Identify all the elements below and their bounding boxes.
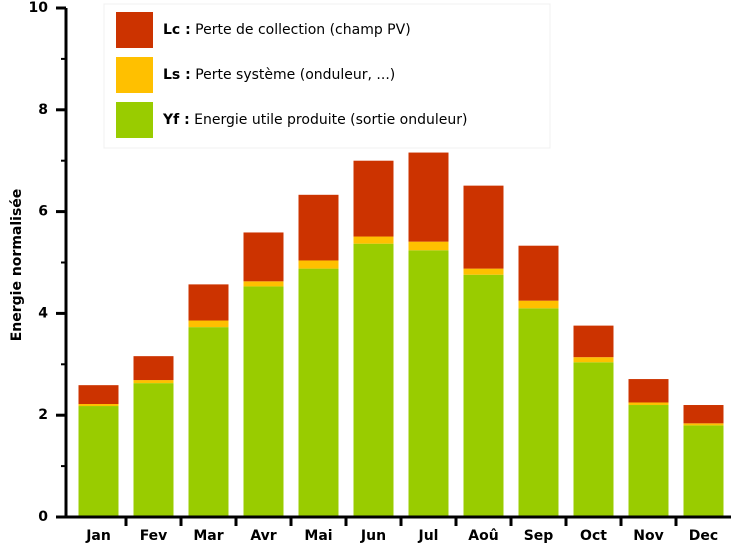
y-tick-label: 0 [38, 509, 48, 525]
bar-segment [408, 250, 449, 517]
bar-segment [133, 383, 174, 517]
bar-segment [628, 402, 669, 406]
bar-segment [298, 260, 339, 269]
x-tick-label: Mai [304, 528, 332, 544]
bar-segment [243, 232, 284, 282]
x-tick-label: Nov [633, 528, 663, 544]
bar-segment [188, 284, 229, 321]
x-tick-label: Mar [193, 528, 223, 544]
bar-segment [463, 268, 504, 275]
bar-segment [353, 236, 394, 244]
bar-segment [463, 185, 504, 269]
y-tick-label: 8 [38, 102, 48, 118]
bar-segment [518, 245, 559, 301]
bar-segment [683, 423, 724, 426]
bar-segment [628, 405, 669, 517]
bar-segment [683, 425, 724, 517]
bar-segment [573, 357, 614, 363]
legend-label: Ls : Perte système (onduleur, ...) [163, 67, 395, 83]
bar-segment [133, 356, 174, 381]
y-axis-label: Energie normalisée [9, 189, 25, 342]
bar-segment [518, 308, 559, 517]
legend-label: Yf : Energie utile produite (sortie ondu… [162, 112, 467, 128]
bar-segment [408, 241, 449, 251]
bar-segment [353, 243, 394, 518]
x-tick-label: Fev [140, 528, 168, 544]
x-tick-label: Dec [689, 528, 718, 544]
legend-swatch [116, 57, 153, 93]
y-tick-label: 10 [29, 0, 49, 16]
bar-segment [463, 274, 504, 517]
legend-description: Perte système (onduleur, ...) [195, 67, 395, 83]
x-tick-label: Avr [250, 528, 276, 544]
bar-segment [188, 320, 229, 328]
bar-segment [188, 327, 229, 517]
bar-segment [683, 405, 724, 424]
bar-segment [353, 160, 394, 237]
bar-segment [298, 194, 339, 261]
legend-description: Perte de collection (champ PV) [195, 22, 411, 38]
y-tick-label: 6 [38, 204, 48, 220]
bar-segment [243, 286, 284, 517]
legend-swatch [116, 102, 153, 138]
legend-name: Ls : [163, 67, 191, 83]
bar-segment [573, 362, 614, 517]
legend-name: Lc : [163, 22, 191, 38]
legend-box [103, 3, 551, 149]
bar-segment [78, 406, 119, 517]
legend-label: Lc : Perte de collection (champ PV) [163, 22, 411, 38]
x-tick-label: Jul [418, 528, 439, 544]
bar-segment [628, 379, 669, 403]
bar-segment [518, 300, 559, 309]
bar-segment [243, 281, 284, 287]
bar-segment [78, 404, 119, 407]
bar-segment [573, 325, 614, 358]
x-tick-label: Jan [85, 528, 111, 544]
bar-segment [133, 380, 174, 384]
bar-segment [298, 268, 339, 517]
x-tick-label: Jun [360, 528, 386, 544]
y-tick-label: 2 [38, 407, 48, 423]
x-tick-label: Oct [580, 528, 607, 544]
bar-segment [408, 152, 449, 242]
y-tick-label: 4 [38, 305, 48, 321]
legend-description: Energie utile produite (sortie onduleur) [194, 112, 467, 128]
legend-swatch [116, 12, 153, 48]
bar-segment [78, 385, 119, 405]
x-tick-label: Sep [524, 528, 554, 544]
legend-name: Yf : [162, 112, 190, 128]
legend: Lc : Perte de collection (champ PV) Ls : … [103, 3, 551, 149]
x-tick-label: Aoû [468, 528, 498, 544]
